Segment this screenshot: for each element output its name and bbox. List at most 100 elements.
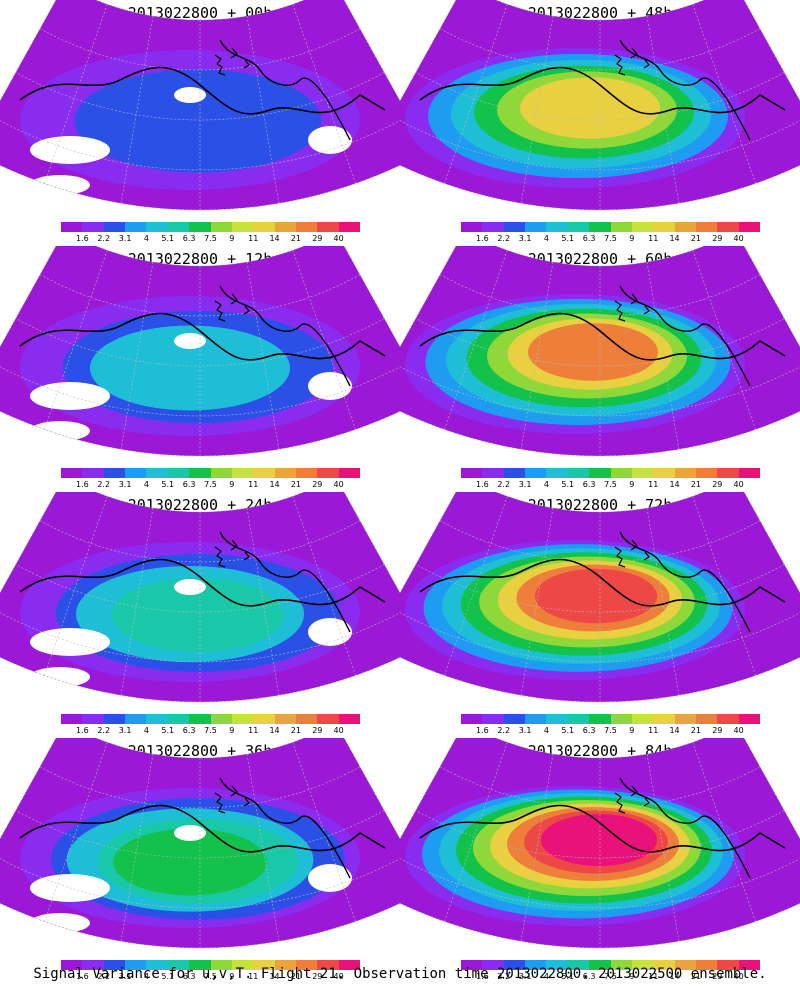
colorbar-swatch (231, 960, 254, 970)
colorbar-swatch (738, 468, 761, 478)
colorbar-swatch (525, 468, 547, 478)
domain-border (0, 738, 400, 949)
colorbar-tick-label: 3.1 (518, 480, 532, 489)
colorbar-swatch (146, 714, 168, 724)
colorbar-tick-label: 4 (143, 972, 149, 981)
colorbar-swatch (482, 222, 504, 232)
colorbar-tick-label: 9 (629, 480, 635, 489)
colorbar-tick-label: 40 (733, 480, 744, 489)
colorbar-tick-label: 9 (629, 234, 635, 243)
colorbar-tick-label: 29 (712, 972, 723, 981)
coastline (19, 312, 386, 361)
colorbar (461, 714, 761, 724)
colorbar-tick-label: 3.1 (118, 972, 132, 981)
colorbar-swatch (461, 468, 483, 478)
colorbar-tick-label: 29 (712, 726, 723, 735)
parallel-line (0, 853, 400, 909)
colorbar-tick-label: 3.1 (118, 234, 132, 243)
panel-title: 2013022800 + 48h (527, 4, 673, 22)
colorbar-tick-label: 29 (312, 972, 323, 981)
parallel-line (400, 853, 800, 909)
parallel-line (15, 72, 385, 121)
island-outline (614, 785, 650, 814)
colorbar-swatch (653, 960, 675, 970)
variance-map (400, 0, 800, 211)
colorbar-tick-label: 2.2 (97, 480, 111, 489)
colorbar-swatch (189, 714, 211, 724)
variance-contour (90, 325, 290, 411)
colorbar-swatch (253, 468, 275, 478)
colorbar-tick-label: 40 (733, 234, 744, 243)
panel-title: 2013022800 + 12h (127, 250, 273, 268)
colorbar-tick-label: 21 (290, 234, 302, 243)
colorbar-tick-label: 3.1 (118, 480, 132, 489)
colorbar-tick-label: 3.1 (118, 726, 132, 735)
colorbar-swatch (231, 714, 254, 724)
colorbar-swatch (610, 714, 632, 724)
colorbar-tick-label: 4 (543, 726, 549, 735)
colorbar-swatch (567, 714, 590, 724)
colorbar-tick-label: 14 (269, 480, 280, 489)
colorbar-swatch (82, 222, 104, 232)
colorbar-tick-label: 5.1 (161, 480, 175, 489)
panel-title: 2013022800 + 72h (527, 496, 673, 514)
variance-map (0, 246, 400, 457)
missing-data-patch (30, 667, 90, 687)
colorbar-tick-label: 11 (248, 726, 259, 735)
colorbar-tick-label: 6.3 (182, 480, 196, 489)
colorbar-tick-label: 3.1 (518, 972, 532, 981)
coastline (219, 285, 351, 387)
colorbar-tick-label: 14 (269, 972, 280, 981)
colorbar-swatch (461, 960, 483, 970)
coastline (219, 39, 351, 141)
colorbar-swatch (695, 222, 718, 232)
variance-contour (541, 814, 657, 866)
parallel-line (400, 115, 800, 171)
panel-title: 2013022800 + 84h (527, 742, 673, 760)
colorbar-tick-label: 14 (669, 480, 680, 489)
colorbar-swatch (146, 468, 168, 478)
variance-contour (528, 323, 658, 381)
colorbar-swatch (631, 714, 654, 724)
colorbar-swatch (482, 468, 504, 478)
colorbar-swatch (567, 468, 590, 478)
colorbar-swatch (567, 222, 590, 232)
colorbar-tick-label: 1.6 (475, 480, 489, 489)
colorbar-tick-label: 21 (290, 726, 302, 735)
colorbar-swatch (610, 468, 632, 478)
colorbar-tick-label: 29 (712, 234, 723, 243)
variance-contour (74, 69, 322, 173)
colorbar-swatch (210, 222, 232, 232)
colorbar-tick-label: 7.5 (204, 972, 217, 981)
island-outline (214, 539, 250, 568)
colorbar-swatch (610, 960, 632, 970)
variance-map (0, 738, 400, 949)
domain-border (0, 0, 400, 211)
colorbar-swatch (653, 714, 675, 724)
colorbar-swatch (482, 714, 504, 724)
parallel-line (15, 318, 385, 367)
colorbar-swatch (210, 468, 232, 478)
colorbar-swatch (317, 960, 339, 970)
variance-contour (112, 578, 284, 652)
colorbar-tick-label: 40 (733, 726, 744, 735)
colorbar-tick-label: 5.1 (561, 726, 575, 735)
colorbar-tick-label: 7.5 (204, 726, 217, 735)
colorbar-swatch (189, 960, 211, 970)
colorbar-tick-label: 5.1 (161, 972, 175, 981)
colorbar-labels: 1.6 2.2 3.1 4 5.1 6.3 7.5 9 11 14 21 29 40 (450, 972, 770, 982)
panel-title: 2013022800 + 24h (127, 496, 273, 514)
parallel-line (415, 72, 785, 121)
colorbar-tick-label: 40 (333, 726, 344, 735)
parallel-line (0, 607, 400, 663)
missing-data-patch (174, 825, 206, 841)
colorbar-swatch (546, 468, 568, 478)
coastline (419, 804, 786, 853)
colorbar-tick-label: 5.1 (561, 480, 575, 489)
colorbar-swatch (525, 222, 547, 232)
parallel-line (415, 810, 785, 859)
colorbar-tick-label: 6.3 (182, 234, 196, 243)
colorbar (461, 468, 761, 478)
colorbar-swatch (295, 714, 318, 724)
colorbar-tick-label: 21 (290, 972, 302, 981)
